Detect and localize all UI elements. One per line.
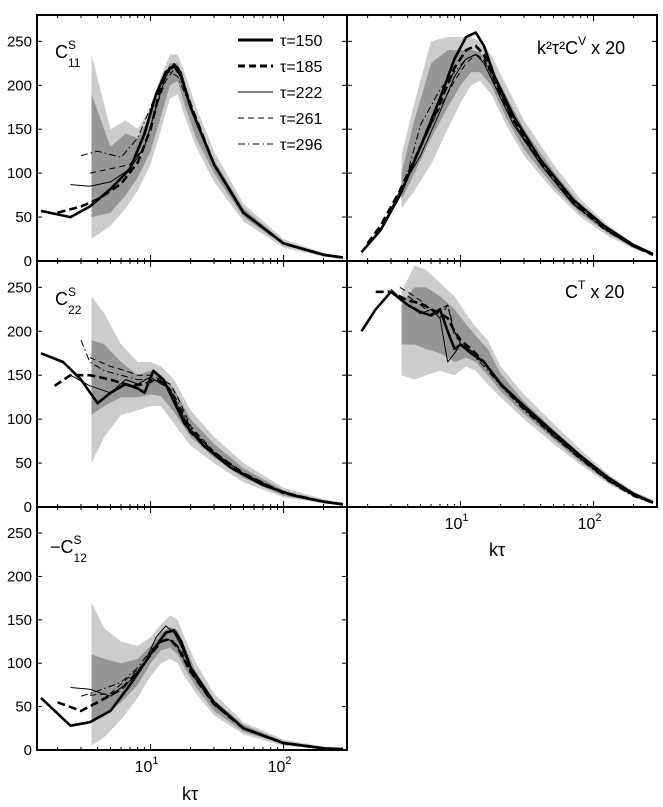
y-tick-label: 200	[7, 323, 32, 340]
band-outer	[91, 602, 343, 750]
y-tick-label: 250	[7, 279, 32, 296]
series-line-tau-222	[380, 54, 654, 256]
plot-area	[360, 31, 654, 256]
band-inner	[401, 50, 653, 255]
y-tick-label: 200	[7, 568, 32, 585]
panel-c12: 0 50 100 150 200 250 101 102 −CS 12	[7, 506, 348, 776]
panel-ct: 101 102 CT x 20	[346, 260, 658, 533]
plot-area	[360, 265, 654, 505]
y-tick-label: 250	[7, 525, 32, 542]
series-line-tau-185	[57, 637, 344, 750]
y-tick-label: 150	[7, 121, 32, 138]
x-tick-label: 101	[135, 755, 159, 776]
y-tick-label: 250	[7, 33, 32, 50]
y-tick-label: 0	[24, 253, 32, 270]
band-inner	[91, 626, 343, 750]
y-tick-label: 200	[7, 77, 32, 94]
x-tick-label: 101	[445, 512, 469, 533]
panel-cv: k²τ²CV x 20	[346, 14, 658, 262]
x-tick-label: 102	[268, 755, 292, 776]
legend-label-296: τ=296	[280, 137, 322, 154]
plot-area	[40, 296, 344, 506]
panel-frame	[36, 506, 348, 751]
band-inner	[401, 287, 653, 504]
y-tick-label: 100	[7, 655, 32, 672]
panel-title-c12: −CS 12	[50, 533, 87, 565]
y-tick-label: 0	[24, 499, 32, 516]
panel-c22: 0 50 100 150 200 250 CS 22	[7, 260, 348, 516]
y-tick-label: 100	[7, 165, 32, 182]
band-inner	[91, 340, 343, 506]
y-tick-label: 50	[15, 699, 32, 716]
legend-label-261: τ=261	[280, 111, 322, 128]
y-tick-label: 100	[7, 411, 32, 428]
plot-area	[40, 602, 344, 750]
legend-label-150: τ=150	[280, 33, 322, 50]
legend-label-222: τ=222	[280, 85, 322, 102]
y-tick-label: 150	[7, 612, 32, 629]
legend-label-185: τ=185	[280, 59, 322, 76]
panel-c11: 0 50 100 150 200 250 CS 11	[7, 14, 348, 270]
series-line-tau-296	[80, 638, 344, 750]
panel-title-ct: CT x 20	[565, 278, 624, 302]
series-line-tau-296	[407, 295, 654, 504]
series-line-tau-296	[80, 71, 344, 258]
legend: τ=150 τ=185 τ=222 τ=261 τ=296	[238, 33, 322, 154]
series-line-tau-185	[375, 290, 654, 504]
series-line-tau-222	[70, 625, 344, 750]
series-line-tau-261	[89, 638, 344, 750]
series-line-tau-261	[399, 286, 654, 504]
x-axis-label-bottom: kτ	[182, 784, 198, 804]
panel-title-c22: CS 22	[55, 285, 82, 317]
series-line-tau-185	[366, 44, 654, 256]
panel-frame	[346, 260, 658, 508]
y-tick-label: 50	[15, 209, 32, 226]
plot-area	[40, 54, 344, 260]
series-line-tau-296	[399, 54, 654, 256]
y-tick-label: 0	[24, 742, 32, 759]
x-axis-label-right: kτ	[489, 540, 505, 560]
series-line-tau-150	[40, 628, 344, 750]
series-line-tau-296	[80, 339, 344, 505]
y-tick-label: 150	[7, 367, 32, 384]
panel-title-c11: CS 11	[55, 38, 81, 70]
y-tick-label: 50	[15, 455, 32, 472]
panel-title-cv: k²τ²CV x 20	[537, 34, 625, 58]
x-tick-label: 102	[578, 512, 602, 533]
band-outer	[91, 296, 343, 506]
